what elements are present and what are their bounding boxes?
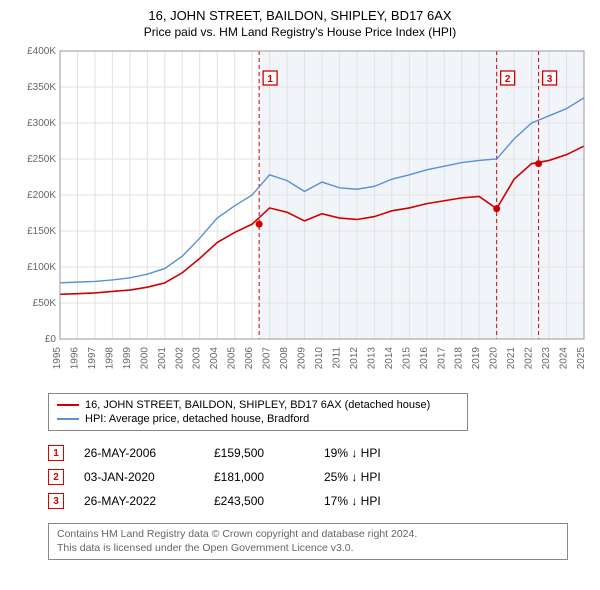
marker-diff-3: 17% ↓ HPI <box>324 494 424 508</box>
svg-text:£100K: £100K <box>27 262 56 273</box>
svg-text:1999: 1999 <box>122 347 133 370</box>
marker-price-1: £159,500 <box>214 446 304 460</box>
svg-text:1995: 1995 <box>52 347 63 370</box>
svg-text:2017: 2017 <box>436 347 447 370</box>
svg-text:2001: 2001 <box>157 347 168 370</box>
svg-text:2020: 2020 <box>489 347 500 370</box>
svg-text:2013: 2013 <box>366 347 377 370</box>
marker-diff-2: 25% ↓ HPI <box>324 470 424 484</box>
svg-text:2025: 2025 <box>576 347 587 370</box>
svg-text:2016: 2016 <box>419 347 430 370</box>
marker-price-3: £243,500 <box>214 494 304 508</box>
legend-label-hpi: HPI: Average price, detached house, Brad… <box>85 413 309 425</box>
svg-text:2024: 2024 <box>559 347 570 370</box>
svg-text:1996: 1996 <box>69 347 80 370</box>
legend-box: 16, JOHN STREET, BAILDON, SHIPLEY, BD17 … <box>48 393 468 431</box>
page-title: 16, JOHN STREET, BAILDON, SHIPLEY, BD17 … <box>12 8 588 23</box>
svg-text:2005: 2005 <box>227 347 238 370</box>
svg-text:1997: 1997 <box>87 347 98 370</box>
page-subtitle: Price paid vs. HM Land Registry's House … <box>12 25 588 39</box>
svg-text:£150K: £150K <box>27 226 56 237</box>
svg-text:2014: 2014 <box>384 347 395 370</box>
svg-text:2023: 2023 <box>541 347 552 370</box>
marker-badge-3: 3 <box>48 493 64 509</box>
marker-table: 1 26-MAY-2006 £159,500 19% ↓ HPI 2 03-JA… <box>48 441 588 513</box>
svg-text:2021: 2021 <box>506 347 517 370</box>
svg-text:£200K: £200K <box>27 190 56 201</box>
chart-container: 16, JOHN STREET, BAILDON, SHIPLEY, BD17 … <box>0 0 600 568</box>
marker-badge-1: 1 <box>48 445 64 461</box>
footer-box: Contains HM Land Registry data © Crown c… <box>48 523 568 560</box>
svg-text:2010: 2010 <box>314 347 325 370</box>
svg-text:2019: 2019 <box>471 347 482 370</box>
svg-text:£250K: £250K <box>27 154 56 165</box>
svg-text:2006: 2006 <box>244 347 255 370</box>
svg-text:2003: 2003 <box>192 347 203 370</box>
svg-text:2007: 2007 <box>262 347 273 370</box>
footer-line-1: Contains HM Land Registry data © Crown c… <box>57 528 559 542</box>
svg-text:£0: £0 <box>45 334 57 345</box>
marker-row-1: 1 26-MAY-2006 £159,500 19% ↓ HPI <box>48 441 588 465</box>
marker-date-3: 26-MAY-2022 <box>84 494 194 508</box>
footer-line-2: This data is licensed under the Open Gov… <box>57 542 559 556</box>
svg-text:£50K: £50K <box>33 298 57 309</box>
marker-badge-2: 2 <box>48 469 64 485</box>
marker-date-2: 03-JAN-2020 <box>84 470 194 484</box>
svg-text:2018: 2018 <box>454 347 465 370</box>
legend-swatch-property <box>57 404 79 406</box>
svg-text:2002: 2002 <box>174 347 185 370</box>
svg-text:2004: 2004 <box>209 347 220 370</box>
svg-text:2022: 2022 <box>524 347 535 370</box>
price-chart-svg: £0 £50K £100K £150K £200K £250K £300K £350K £400… <box>12 45 588 385</box>
svg-text:2011: 2011 <box>331 347 342 369</box>
svg-text:2: 2 <box>505 74 511 85</box>
marker-diff-1: 19% ↓ HPI <box>324 446 424 460</box>
svg-text:2009: 2009 <box>297 347 308 370</box>
svg-text:2008: 2008 <box>279 347 290 370</box>
marker-date-1: 26-MAY-2006 <box>84 446 194 460</box>
legend-item-property: 16, JOHN STREET, BAILDON, SHIPLEY, BD17 … <box>57 398 459 412</box>
marker-price-2: £181,000 <box>214 470 304 484</box>
svg-text:2012: 2012 <box>349 347 360 370</box>
svg-text:2000: 2000 <box>139 347 150 370</box>
svg-text:1998: 1998 <box>104 347 115 370</box>
marker-row-3: 3 26-MAY-2022 £243,500 17% ↓ HPI <box>48 489 588 513</box>
svg-text:£400K: £400K <box>27 46 56 57</box>
svg-text:3: 3 <box>547 74 553 85</box>
svg-text:£350K: £350K <box>27 82 56 93</box>
legend-label-property: 16, JOHN STREET, BAILDON, SHIPLEY, BD17 … <box>85 399 430 411</box>
legend-swatch-hpi <box>57 418 79 420</box>
svg-text:£300K: £300K <box>27 118 56 129</box>
chart-area: £0 £50K £100K £150K £200K £250K £300K £350K £400… <box>12 45 588 385</box>
legend-item-hpi: HPI: Average price, detached house, Brad… <box>57 412 459 426</box>
svg-text:1: 1 <box>267 74 273 85</box>
marker-row-2: 2 03-JAN-2020 £181,000 25% ↓ HPI <box>48 465 588 489</box>
svg-text:2015: 2015 <box>401 347 412 370</box>
